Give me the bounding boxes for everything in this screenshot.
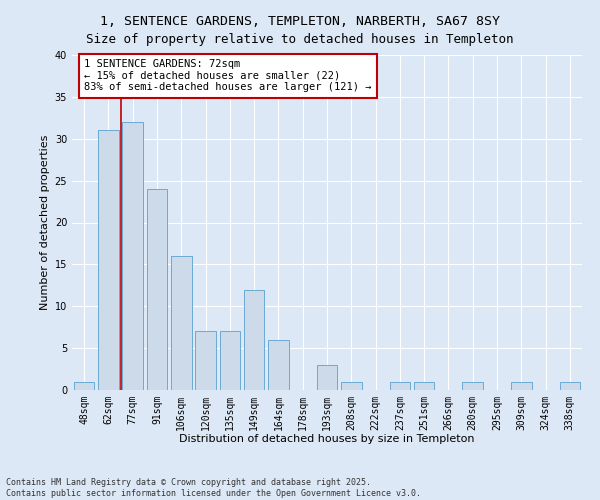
Text: Contains HM Land Registry data © Crown copyright and database right 2025.
Contai: Contains HM Land Registry data © Crown c… <box>6 478 421 498</box>
Bar <box>389 382 410 390</box>
Bar <box>511 382 532 390</box>
Bar <box>195 332 216 390</box>
Bar <box>74 382 94 390</box>
Bar <box>341 382 362 390</box>
Bar <box>98 130 119 390</box>
Bar <box>146 189 167 390</box>
Bar <box>414 382 434 390</box>
Bar <box>560 382 580 390</box>
Bar <box>220 332 240 390</box>
Bar <box>317 365 337 390</box>
Text: Size of property relative to detached houses in Templeton: Size of property relative to detached ho… <box>86 32 514 46</box>
Text: 1, SENTENCE GARDENS, TEMPLETON, NARBERTH, SA67 8SY: 1, SENTENCE GARDENS, TEMPLETON, NARBERTH… <box>100 15 500 28</box>
Bar <box>122 122 143 390</box>
Bar <box>268 340 289 390</box>
Text: 1 SENTENCE GARDENS: 72sqm
← 15% of detached houses are smaller (22)
83% of semi-: 1 SENTENCE GARDENS: 72sqm ← 15% of detac… <box>84 59 371 92</box>
Bar <box>463 382 483 390</box>
X-axis label: Distribution of detached houses by size in Templeton: Distribution of detached houses by size … <box>179 434 475 444</box>
Y-axis label: Number of detached properties: Number of detached properties <box>40 135 50 310</box>
Bar <box>171 256 191 390</box>
Bar <box>244 290 265 390</box>
